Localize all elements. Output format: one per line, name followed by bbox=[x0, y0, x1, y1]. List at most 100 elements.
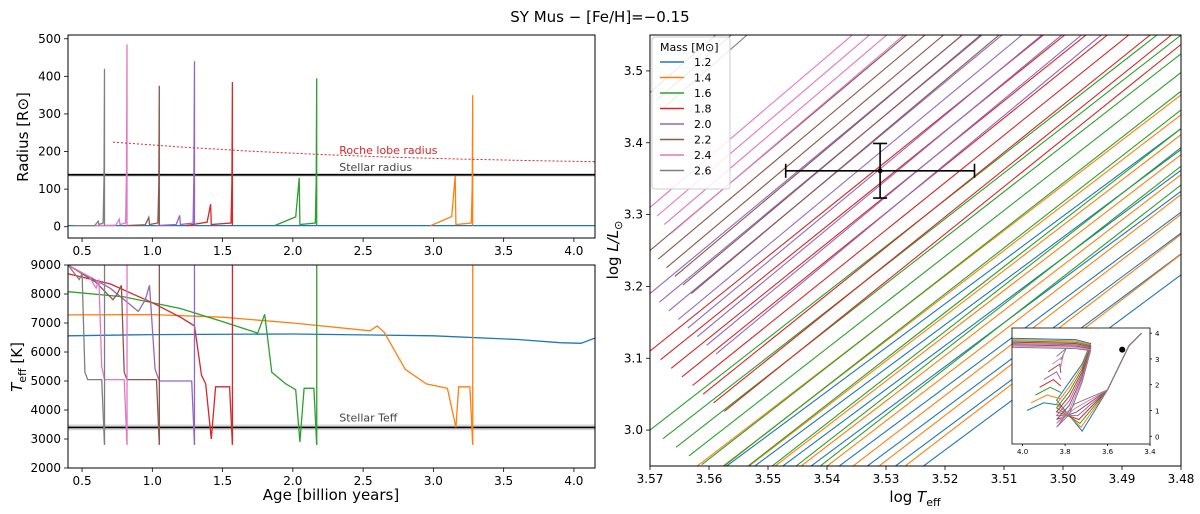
y-tick-label: 400 bbox=[38, 69, 61, 83]
legend-label-2.2: 2.2 bbox=[694, 134, 712, 147]
hrd-track-1.6 bbox=[795, 165, 1181, 466]
x-tick-label: 2.0 bbox=[283, 474, 302, 488]
teff-xlabel: Age [billion years] bbox=[263, 486, 399, 504]
radius-curves bbox=[68, 44, 595, 227]
y-tick-label: 7000 bbox=[30, 316, 61, 330]
inset-frame bbox=[1011, 327, 1151, 445]
y-tick-label: 3000 bbox=[30, 432, 61, 446]
hrd-xlabel: log Teff bbox=[889, 488, 941, 509]
hrd-track-2.2 bbox=[657, 35, 926, 260]
x-tick-label: 3.48 bbox=[1168, 472, 1195, 486]
hrd-track-1.4 bbox=[852, 213, 1181, 466]
y-tick-label: 500 bbox=[38, 32, 61, 46]
legend-label-2.4: 2.4 bbox=[694, 149, 712, 162]
teff-axes-frame bbox=[67, 264, 596, 469]
y-tick-label: 0 bbox=[53, 220, 61, 234]
y-tick-label: 6000 bbox=[30, 345, 61, 359]
hrd-track-1.6 bbox=[688, 71, 1181, 457]
hrd-track-2.0 bbox=[687, 35, 1043, 329]
hrd-track-1.2 bbox=[753, 148, 1181, 466]
hrd-track-1.4 bbox=[748, 134, 1181, 466]
legend-label-1.8: 1.8 bbox=[694, 103, 712, 116]
inset-loop-1.2 bbox=[1026, 402, 1061, 411]
teff-series-1.4 bbox=[68, 313, 474, 445]
y-tick-label: 3 bbox=[1155, 356, 1159, 364]
observation-point bbox=[877, 168, 883, 174]
hrd-track-1.8 bbox=[713, 35, 1173, 404]
y-tick-label: 0 bbox=[1155, 433, 1159, 441]
x-tick-label: 3.57 bbox=[637, 472, 664, 486]
radius-series-2.2 bbox=[124, 85, 160, 227]
hrd-track-1.8 bbox=[692, 35, 1130, 386]
x-tick-label: 3.56 bbox=[696, 472, 723, 486]
hrd-track-2.0 bbox=[696, 35, 1063, 338]
y-tick-label: 2000 bbox=[30, 461, 61, 475]
hrd-track-1.4 bbox=[774, 154, 1181, 466]
inset-ticks: 4.0 3.8 3.6 3.4 0 1 2 3 4 bbox=[1017, 330, 1160, 456]
hrd-track-1.4 bbox=[800, 173, 1181, 466]
legend-label-1.4: 1.4 bbox=[694, 72, 712, 85]
x-tick-label: 3.6 bbox=[1102, 448, 1114, 456]
radius-series-1.4 bbox=[430, 95, 474, 227]
legend-label-1.2: 1.2 bbox=[694, 56, 712, 69]
hrd-panel: 3.57 3.56 3.55 3.54 3.53 3.52 3.51 3.50 3.49 3.48… bbox=[604, 34, 1195, 509]
hrd-track-2.2 bbox=[674, 35, 963, 277]
teff-series-1.8 bbox=[68, 273, 234, 445]
x-tick-label: 1.0 bbox=[143, 244, 162, 258]
hrd-track-1.4 bbox=[904, 253, 1181, 466]
stellar-teff-label: Stellar Teff bbox=[339, 412, 398, 425]
hrd-track-2.2 bbox=[666, 35, 945, 269]
stellar-radius-label: Stellar radius bbox=[339, 161, 412, 174]
inset-loop-1.6 bbox=[1035, 386, 1062, 396]
teff-series-1.2 bbox=[68, 333, 595, 344]
legend: Mass [M⊙] 1.2 1.4 1.6 1.8 2.0 2.2 2.4 2.6 bbox=[651, 36, 731, 190]
x-tick-label: 3.50 bbox=[1050, 472, 1077, 486]
observation-errorbar bbox=[784, 142, 976, 199]
y-tick-label: 4000 bbox=[30, 403, 61, 417]
x-tick-label: 3.5 bbox=[494, 474, 513, 488]
y-tick-label: 1 bbox=[1155, 407, 1159, 415]
hrd-track-1.2 bbox=[922, 274, 1181, 466]
y-tick-label: 9000 bbox=[30, 258, 61, 272]
hrd-track-1.8 bbox=[702, 35, 1151, 395]
hrd-track-1.4 bbox=[696, 94, 1181, 466]
radius-axes-frame bbox=[67, 34, 596, 239]
hrd-track-1.4 bbox=[826, 193, 1181, 466]
hrd-track-1.6 bbox=[819, 184, 1181, 466]
figure-title: SY Mus − [Fe/H]=−0.15 bbox=[510, 8, 689, 26]
radius-series-1.6 bbox=[274, 78, 318, 227]
y-tick-label: 200 bbox=[38, 145, 61, 159]
hrd-track-1.6 bbox=[701, 90, 1181, 466]
teff-panel: 0.5 1.0 1.5 2.0 2.5 3.0 3.5 4.0 2000 3000 4000 5000… bbox=[8, 258, 596, 504]
y-tick-label: 4 bbox=[1155, 330, 1160, 338]
inset-loop-2.6 bbox=[1056, 348, 1067, 361]
x-tick-label: 3.0 bbox=[424, 244, 443, 258]
y-tick-label: 8000 bbox=[30, 287, 61, 301]
hrd-track-2.0 bbox=[659, 35, 984, 303]
hrd-track-1.8 bbox=[660, 35, 1066, 361]
y-tick-label: 5000 bbox=[30, 374, 61, 388]
x-tick-label: 4.0 bbox=[1017, 448, 1028, 456]
y-tick-label: 3.0 bbox=[624, 423, 643, 437]
radius-panel: 0.5 1.0 1.5 2.0 2.5 3.0 3.5 4.0 0 100 200 300 400 500… bbox=[14, 32, 596, 258]
hrd-track-2.0 bbox=[715, 35, 1103, 355]
hrd-track-2.4 bbox=[650, 35, 854, 208]
inset-loop-1.8 bbox=[1039, 378, 1062, 388]
legend-title: Mass [M⊙] bbox=[660, 41, 718, 54]
x-tick-label: 3.51 bbox=[991, 472, 1018, 486]
y-tick-label: 3.5 bbox=[624, 64, 643, 78]
legend-box bbox=[651, 36, 731, 190]
y-tick-label: 2 bbox=[1155, 382, 1159, 390]
hrd-track-1.6 bbox=[675, 53, 1181, 448]
y-tick-label: 3.2 bbox=[624, 279, 643, 293]
x-tick-label: 0.5 bbox=[73, 244, 92, 258]
radius-series-2.6 bbox=[73, 68, 106, 227]
hrd-axes-frame bbox=[649, 34, 1182, 467]
legend-label-1.6: 1.6 bbox=[694, 87, 712, 100]
x-tick-label: 2.0 bbox=[283, 244, 302, 258]
x-tick-label: 4.0 bbox=[564, 474, 583, 488]
hrd-tracks bbox=[650, 35, 1181, 466]
hrd-track-1.2 bbox=[866, 232, 1181, 466]
radius-series-2.4 bbox=[94, 44, 128, 227]
